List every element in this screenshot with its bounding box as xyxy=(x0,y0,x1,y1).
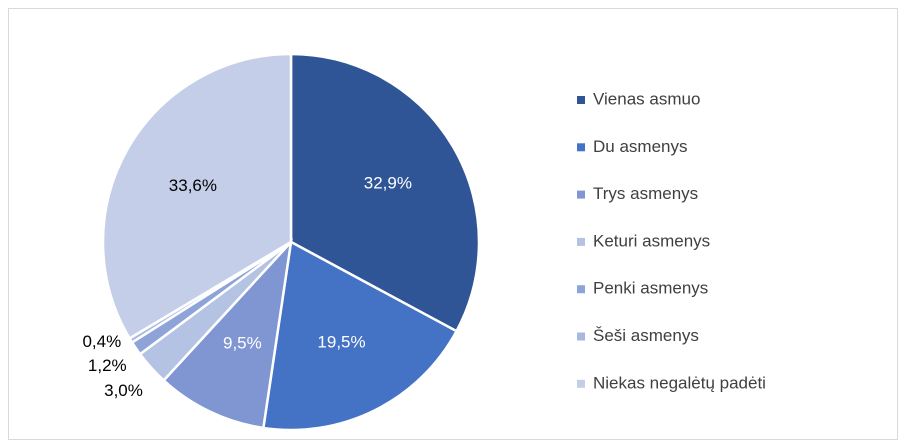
data-label: 0,4% xyxy=(82,332,121,351)
legend-label: Du asmenys xyxy=(593,137,687,156)
legend-swatch xyxy=(577,285,585,294)
data-label: 19,5% xyxy=(317,332,365,351)
data-label: 1,2% xyxy=(88,356,127,375)
pie-slice xyxy=(161,238,293,430)
data-label: 32,9% xyxy=(364,174,412,193)
legend-label: Trys asmenys xyxy=(593,184,698,203)
legend-label: Penki asmenys xyxy=(593,279,708,298)
pie-slice xyxy=(289,52,481,333)
legend-swatch xyxy=(577,190,585,199)
pie-slice xyxy=(261,240,459,432)
legend-swatch xyxy=(577,332,585,341)
legend-swatch xyxy=(577,96,585,104)
pie-slice xyxy=(101,52,293,341)
legend-label: Vienas asmuo xyxy=(593,89,700,108)
legend-swatch xyxy=(577,143,585,152)
legend-label: Niekas negalėtų padėti xyxy=(593,373,766,392)
data-label: 9,5% xyxy=(223,333,262,352)
data-label: 3,0% xyxy=(104,381,143,400)
legend-label: Šeši asmenys xyxy=(593,326,699,345)
data-label: 33,6% xyxy=(169,176,217,195)
legend-swatch xyxy=(577,237,585,246)
legend-swatch xyxy=(577,379,585,388)
legend-label: Keturi asmenys xyxy=(593,231,710,250)
